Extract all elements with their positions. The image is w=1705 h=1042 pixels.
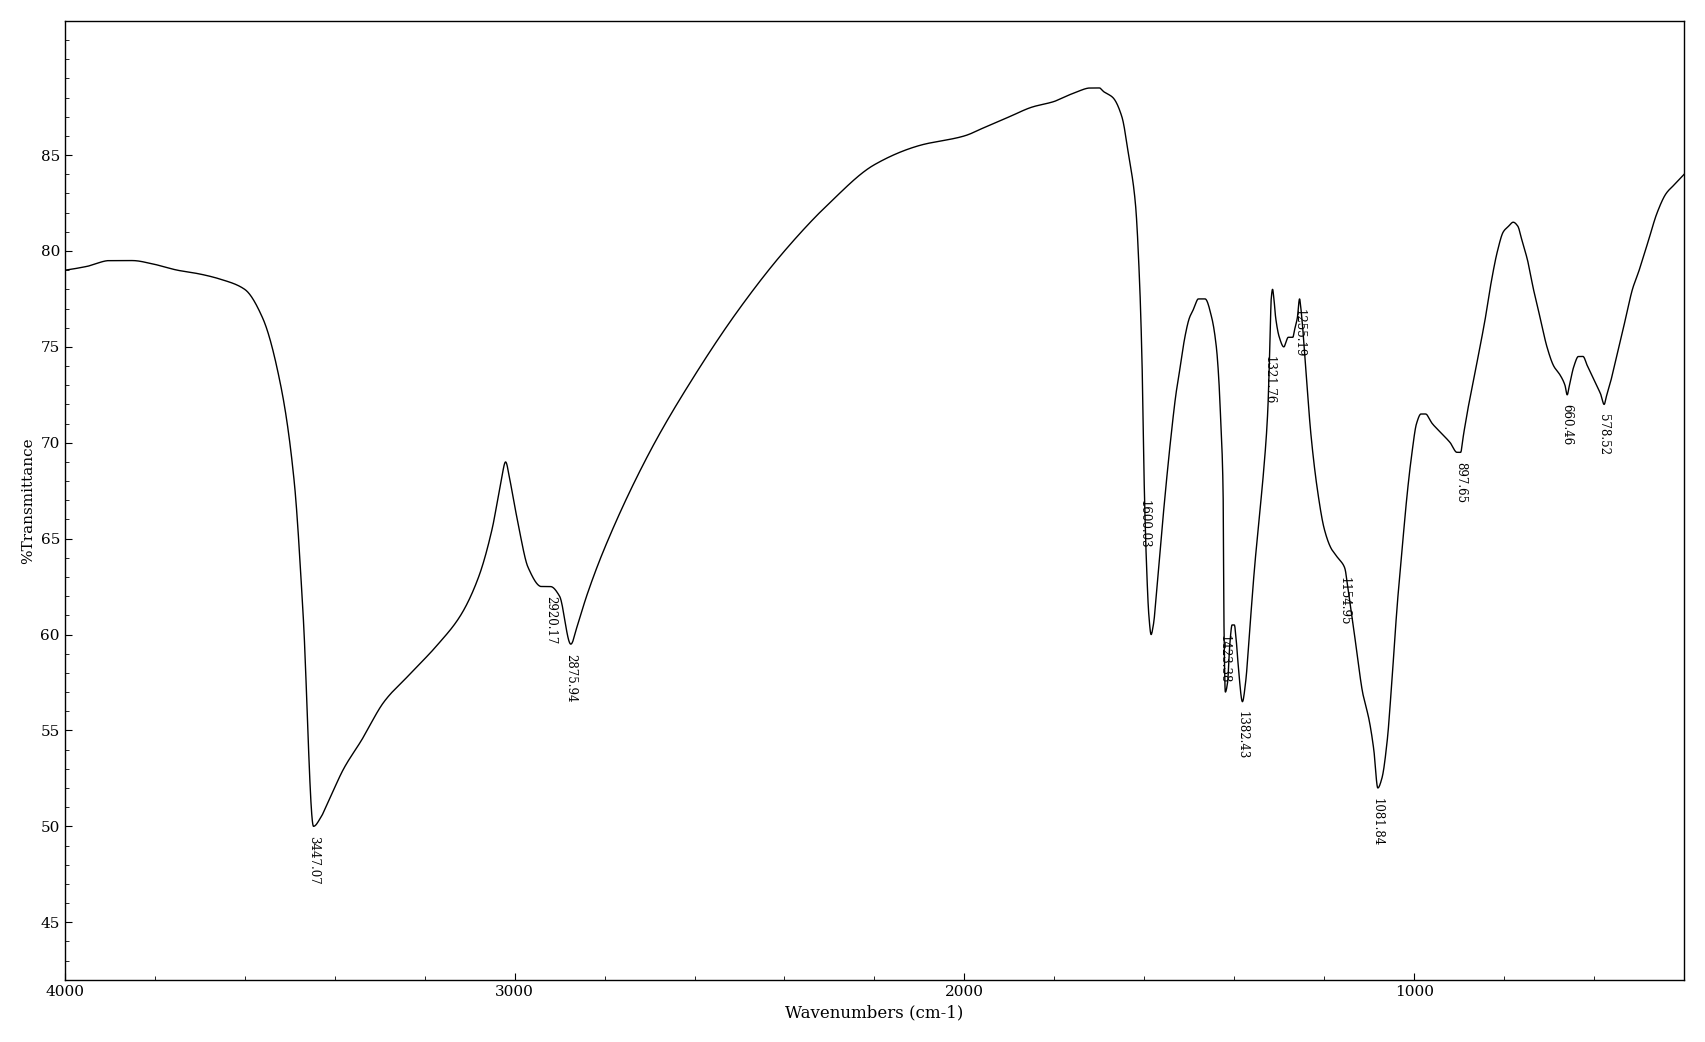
Text: 1154.95: 1154.95	[1338, 577, 1350, 625]
Text: 660.46: 660.46	[1560, 404, 1574, 446]
Text: 1382.43: 1382.43	[1236, 712, 1248, 760]
Text: 1423.38: 1423.38	[1217, 635, 1231, 683]
Text: 3447.07: 3447.07	[307, 836, 321, 885]
Text: 897.65: 897.65	[1454, 462, 1466, 503]
X-axis label: Wavenumbers (cm-1): Wavenumbers (cm-1)	[786, 1004, 963, 1021]
Text: 1255.19: 1255.19	[1292, 308, 1306, 356]
Text: 2875.94: 2875.94	[564, 653, 576, 702]
Text: 1321.76: 1321.76	[1263, 356, 1275, 405]
Text: 1600.03: 1600.03	[1137, 500, 1151, 549]
Text: 578.52: 578.52	[1598, 414, 1610, 455]
Y-axis label: %Transmittance: %Transmittance	[20, 437, 34, 564]
Text: 2920.17: 2920.17	[544, 596, 558, 645]
Text: 1081.84: 1081.84	[1371, 797, 1384, 846]
